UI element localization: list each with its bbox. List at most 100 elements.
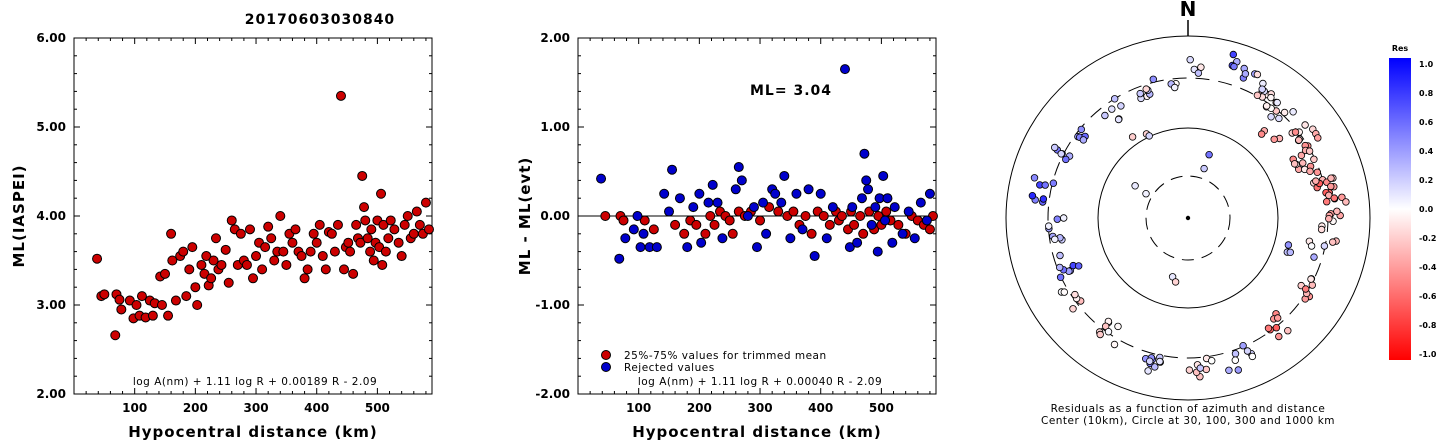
data-point <box>803 184 814 195</box>
data-point <box>166 228 177 239</box>
data-point <box>160 268 171 279</box>
data-point <box>679 228 690 239</box>
data-point <box>423 224 434 235</box>
data-point <box>703 197 714 208</box>
station-marker <box>1128 133 1137 141</box>
data-point <box>378 219 389 230</box>
data-point <box>870 202 881 213</box>
data-point <box>226 215 237 226</box>
x-tick-label: 300 <box>244 401 269 415</box>
data-point <box>329 246 340 257</box>
station-marker <box>1291 128 1300 136</box>
y-tick-label: 5.00 <box>36 120 66 134</box>
station-marker <box>1267 113 1275 121</box>
data-point <box>670 219 681 230</box>
station-marker <box>1328 238 1337 246</box>
data-point <box>638 228 649 239</box>
data-point <box>761 228 772 239</box>
data-point <box>856 193 867 204</box>
data-point <box>733 162 744 173</box>
data-point <box>773 206 784 217</box>
x-axis-label: Hypocentral distance (km) <box>632 423 882 441</box>
circle-1000km <box>1005 35 1371 401</box>
data-point <box>635 242 646 253</box>
colorbar-tick-label: 0.2 <box>1419 176 1433 185</box>
data-point <box>915 197 926 208</box>
data-point <box>196 259 207 270</box>
data-point <box>674 193 685 204</box>
data-point <box>357 170 368 181</box>
data-point <box>266 233 277 244</box>
station-marker <box>1051 235 1059 243</box>
data-point <box>178 246 189 257</box>
data-point <box>755 215 766 226</box>
station-marker <box>1284 327 1292 335</box>
station-marker <box>1030 174 1039 182</box>
data-point <box>788 206 799 217</box>
data-point <box>389 224 400 235</box>
legend-label-rejected: Rejected values <box>624 362 715 374</box>
x-tick-label: 100 <box>626 401 651 415</box>
station-marker <box>1149 75 1157 83</box>
station-marker <box>1079 136 1088 144</box>
data-point <box>882 193 893 204</box>
station-marker <box>1273 98 1281 107</box>
x-tick-label: 200 <box>183 401 208 415</box>
data-point <box>639 215 650 226</box>
colorbar-tick-label: 0.4 <box>1419 147 1434 156</box>
data-point <box>724 215 735 226</box>
data-point <box>269 255 280 266</box>
data-point <box>355 237 366 248</box>
station-marker <box>1145 132 1153 140</box>
data-point <box>881 206 892 217</box>
data-point <box>752 242 762 253</box>
data-point <box>116 304 127 315</box>
station-marker <box>1136 89 1144 98</box>
station-marker <box>1243 347 1252 355</box>
data-point <box>691 219 702 230</box>
data-point <box>791 188 802 199</box>
station-marker <box>1101 111 1109 120</box>
data-point <box>806 228 817 239</box>
x-tick-label: 300 <box>748 401 773 415</box>
station-marker <box>1301 285 1310 293</box>
data-point <box>880 215 891 226</box>
data-point <box>849 219 860 230</box>
y-tick-label: 2.00 <box>36 387 66 401</box>
data-point <box>402 211 413 221</box>
legend-marker-rejected <box>601 362 611 372</box>
data-point <box>248 273 258 284</box>
data-point <box>858 228 869 239</box>
x-tick-label: 100 <box>122 401 147 415</box>
data-point <box>299 273 310 284</box>
residual-colorbar: Res 1.0 0.8 0.6 0.4 0.2 0.0 -0.2 -0.4 -0.6 -0.8 -1… <box>1389 44 1437 360</box>
station-marker <box>1229 50 1237 59</box>
station-marker <box>1270 135 1278 143</box>
station-marker <box>1059 214 1068 222</box>
data-point <box>632 211 643 221</box>
station-marker <box>1231 350 1240 358</box>
circle-30km <box>1145 175 1231 261</box>
data-point <box>278 246 289 257</box>
station-marker <box>1053 215 1061 223</box>
x-tick-label: 500 <box>365 401 390 415</box>
data-point <box>861 175 872 186</box>
station-marker <box>1327 174 1335 182</box>
data-point <box>332 219 343 230</box>
station-marker <box>1264 324 1273 332</box>
colorbar-tick-label: -1.0 <box>1419 350 1437 359</box>
y-tick-label: 2.00 <box>540 31 570 45</box>
data-point <box>345 246 356 257</box>
data-point <box>618 215 629 226</box>
data-point <box>210 233 221 244</box>
data-point <box>809 251 820 262</box>
station-marker <box>1060 288 1068 296</box>
data-point <box>688 202 699 213</box>
station-marker <box>1234 366 1242 374</box>
station-marker <box>1145 357 1154 365</box>
data-point <box>664 206 675 217</box>
data-point <box>897 228 908 239</box>
data-point <box>872 246 883 257</box>
station-marker <box>1322 197 1331 206</box>
data-point <box>326 228 337 239</box>
